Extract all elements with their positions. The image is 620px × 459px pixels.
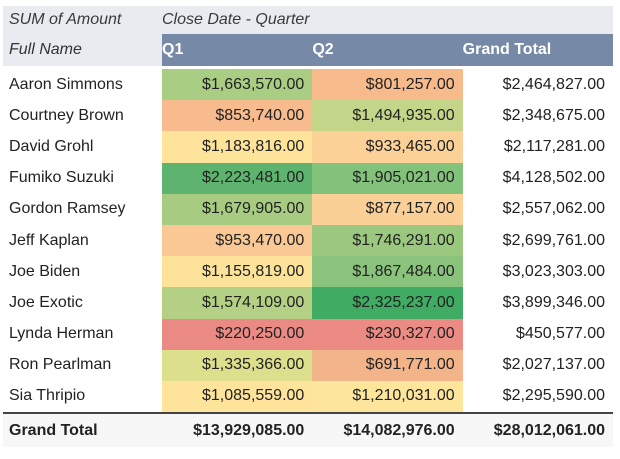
table-row: Sia Thripio $1,085,559.00 $1,210,031.00 $2,… bbox=[3, 380, 613, 414]
cell-grand-total[interactable]: $2,557,062.00 bbox=[502, 200, 605, 218]
cell-q1[interactable]: $1,183,816.00 bbox=[162, 131, 313, 163]
cell-grand-total[interactable]: $450,577.00 bbox=[516, 325, 605, 343]
table-row: Jeff Kaplan $953,470.00 $1,746,291.00 $2,69… bbox=[3, 224, 613, 257]
row-label[interactable]: Aaron Simmons bbox=[9, 75, 123, 93]
table-row: Aaron Simmons $1,663,570.00 $801,257.00 $2,… bbox=[3, 69, 613, 101]
cell-q1[interactable]: $1,335,366.00 bbox=[162, 349, 313, 381]
table-row: Joe Exotic $1,574,109.00 $2,325,237.00 $3,8… bbox=[3, 287, 613, 319]
cell-grand-total[interactable]: $4,128,502.00 bbox=[502, 169, 605, 187]
table-row: Ron Pearlman $1,335,366.00 $691,771.00 $2,0… bbox=[3, 349, 613, 381]
pivot-body: SUM of Amount Close Date - Quarter Full … bbox=[3, 6, 613, 448]
cell-q1[interactable]: $1,085,559.00 bbox=[162, 380, 313, 414]
row-field-label[interactable]: Full Name bbox=[3, 34, 162, 66]
cell-q2[interactable]: $877,157.00 bbox=[312, 193, 463, 225]
pivot-table: SUM of Amount Close Date - Quarter Full … bbox=[3, 6, 613, 448]
table-row: Joe Biden $1,155,819.00 $1,867,484.00 $3,02… bbox=[3, 256, 613, 288]
grand-total-q1[interactable]: $13,929,085.00 bbox=[162, 412, 313, 448]
row-label[interactable]: Gordon Ramsey bbox=[9, 200, 126, 218]
cell-q2[interactable]: $1,210,031.00 bbox=[312, 380, 463, 414]
cell-q1[interactable]: $953,470.00 bbox=[162, 224, 313, 257]
table-row: Courtney Brown $853,740.00 $1,494,935.00 $2… bbox=[3, 100, 613, 132]
grand-total-q2[interactable]: $14,082,976.00 bbox=[312, 412, 463, 448]
grand-total-row: Grand Total $13,929,085.00 $14,082,976.00 $… bbox=[3, 412, 613, 448]
header-spacer bbox=[3, 66, 613, 69]
grand-total-label[interactable]: Grand Total bbox=[3, 412, 162, 448]
row-label[interactable]: Ron Pearlman bbox=[9, 356, 112, 374]
cell-q2[interactable]: $1,494,935.00 bbox=[312, 100, 463, 132]
row-label[interactable]: Courtney Brown bbox=[9, 106, 124, 124]
cell-q1[interactable]: $220,250.00 bbox=[162, 318, 313, 350]
cell-q1[interactable]: $1,574,109.00 bbox=[162, 287, 313, 319]
cell-q2[interactable]: $2,325,237.00 bbox=[312, 287, 463, 319]
cell-grand-total[interactable]: $2,117,281.00 bbox=[503, 137, 605, 155]
cell-grand-total[interactable]: $3,023,303.00 bbox=[502, 262, 605, 280]
column-header-grand-total[interactable]: Grand Total bbox=[462, 34, 613, 66]
row-label[interactable]: Joe Exotic bbox=[9, 293, 83, 311]
table-row: Gordon Ramsey $1,679,905.00 $877,157.00 $2,… bbox=[3, 193, 613, 225]
cell-grand-total[interactable]: $2,464,827.00 bbox=[502, 75, 605, 93]
cell-grand-total[interactable]: $2,027,137.00 bbox=[502, 356, 605, 374]
table-row: David Grohl $1,183,816.00 $933,465.00 $2,11… bbox=[3, 131, 613, 163]
cell-q2[interactable]: $230,327.00 bbox=[312, 318, 463, 350]
cell-grand-total[interactable]: $2,348,675.00 bbox=[502, 106, 605, 124]
row-label[interactable]: David Grohl bbox=[9, 137, 94, 155]
grand-total-overall[interactable]: $28,012,061.00 bbox=[462, 412, 613, 448]
row-label[interactable]: Fumiko Suzuki bbox=[9, 169, 114, 187]
cell-q2[interactable]: $801,257.00 bbox=[312, 69, 463, 101]
cell-grand-total[interactable]: $2,699,761.00 bbox=[502, 231, 605, 249]
pivot-header-row-2: Full Name Q1 Q2 Grand Total bbox=[3, 34, 613, 66]
column-field-label[interactable]: Close Date - Quarter bbox=[162, 6, 613, 34]
row-label[interactable]: Jeff Kaplan bbox=[9, 231, 89, 249]
table-row: Fumiko Suzuki $2,223,481.00 $1,905,021.00 $… bbox=[3, 162, 613, 194]
cell-q2[interactable]: $1,905,021.00 bbox=[312, 162, 463, 194]
cell-q1[interactable]: $1,679,905.00 bbox=[162, 193, 313, 225]
row-label[interactable]: Sia Thripio bbox=[9, 387, 86, 405]
column-header-q1[interactable]: Q1 bbox=[162, 34, 313, 66]
cell-q2[interactable]: $1,867,484.00 bbox=[312, 256, 463, 288]
column-header-q2[interactable]: Q2 bbox=[312, 34, 463, 66]
cell-q2[interactable]: $1,746,291.00 bbox=[312, 224, 463, 257]
cell-q1[interactable]: $1,155,819.00 bbox=[162, 256, 313, 288]
cell-q1[interactable]: $1,663,570.00 bbox=[162, 69, 313, 101]
row-label[interactable]: Lynda Herman bbox=[9, 325, 114, 343]
cell-grand-total[interactable]: $2,295,590.00 bbox=[502, 387, 605, 405]
cell-q2[interactable]: $933,465.00 bbox=[312, 131, 463, 163]
values-field-label[interactable]: SUM of Amount bbox=[3, 6, 162, 34]
cell-q1[interactable]: $2,223,481.00 bbox=[162, 162, 313, 194]
cell-q1[interactable]: $853,740.00 bbox=[162, 100, 313, 132]
pivot-header-row-1: SUM of Amount Close Date - Quarter bbox=[3, 6, 613, 34]
cell-q2[interactable]: $691,771.00 bbox=[312, 349, 463, 381]
spacer-cell bbox=[3, 66, 613, 69]
row-label[interactable]: Joe Biden bbox=[9, 262, 81, 280]
table-row: Lynda Herman $220,250.00 $230,327.00 $450,5… bbox=[3, 318, 613, 350]
cell-grand-total[interactable]: $3,899,346.00 bbox=[502, 293, 605, 311]
